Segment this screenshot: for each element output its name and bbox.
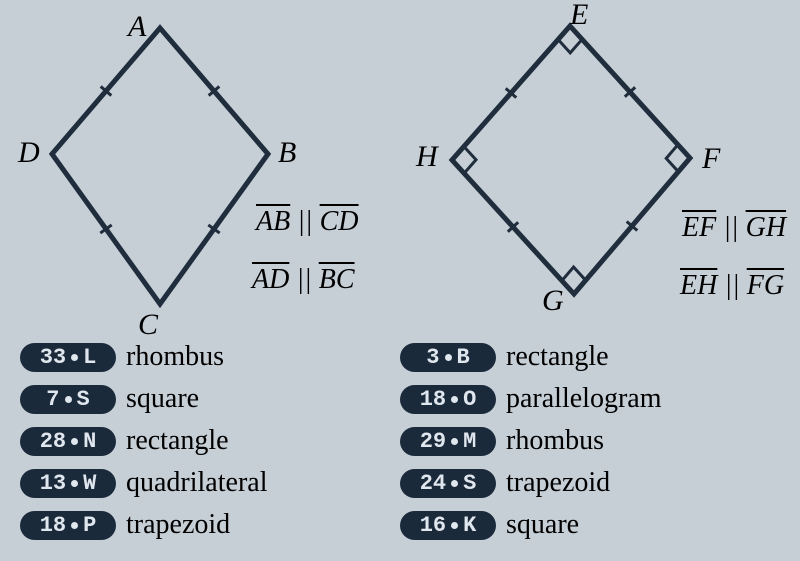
answer-code-pill: 16 K bbox=[400, 511, 496, 540]
answer-shape-label: rhombus bbox=[126, 341, 224, 373]
answer-shape-label: rectangle bbox=[126, 425, 229, 457]
answer-shape-label: trapezoid bbox=[126, 509, 230, 541]
answer-number: 29 bbox=[420, 429, 446, 454]
parallel-statement-2: AD || BC bbox=[252, 264, 355, 296]
dot-separator-icon bbox=[451, 438, 458, 445]
answer-letter: M bbox=[463, 429, 476, 454]
answer-code-pill: 18 O bbox=[400, 385, 496, 414]
answer-number: 3 bbox=[426, 345, 439, 370]
answer-option[interactable]: 18 Oparallelogram bbox=[400, 380, 661, 418]
right-answer-list: 3Brectangle18Oparallelogram29Mrhombus24S… bbox=[400, 338, 661, 548]
vertex-label-f: F bbox=[702, 142, 720, 176]
dot-separator-icon bbox=[71, 480, 78, 487]
answer-shape-label: trapezoid bbox=[506, 467, 610, 499]
answer-letter: W bbox=[83, 471, 96, 496]
left-answer-list: 33Lrhombus7Ssquare28Nrectangle13Wquadril… bbox=[20, 338, 267, 548]
parallel-statement-1: EF || GH bbox=[682, 212, 786, 244]
answer-shape-label: rhombus bbox=[506, 425, 604, 457]
vertex-label-h: H bbox=[416, 140, 438, 174]
answer-shape-label: quadrilateral bbox=[126, 467, 267, 499]
answer-number: 18 bbox=[420, 387, 446, 412]
dot-separator-icon bbox=[445, 354, 452, 361]
answer-option[interactable]: 18 Ptrapezoid bbox=[20, 506, 267, 544]
vertex-label-a: A bbox=[128, 10, 146, 44]
answer-option[interactable]: 13 Wquadrilateral bbox=[20, 464, 267, 502]
dot-separator-icon bbox=[451, 522, 458, 529]
vertex-label-e: E bbox=[570, 0, 588, 32]
answer-letter: P bbox=[83, 513, 96, 538]
answer-letter: O bbox=[463, 387, 476, 412]
dot-separator-icon bbox=[65, 396, 72, 403]
answer-option[interactable]: 24 Strapezoid bbox=[400, 464, 661, 502]
vertex-label-d: D bbox=[18, 136, 40, 170]
answer-code-pill: 7S bbox=[20, 385, 116, 414]
answer-shape-label: rectangle bbox=[506, 341, 609, 373]
dot-separator-icon bbox=[451, 396, 458, 403]
answer-option[interactable]: 7Ssquare bbox=[20, 380, 267, 418]
answer-letter: L bbox=[83, 345, 96, 370]
answer-option[interactable]: 29 Mrhombus bbox=[400, 422, 661, 460]
answer-code-pill: 33 L bbox=[20, 343, 116, 372]
answer-letter: S bbox=[463, 471, 476, 496]
answer-number: 28 bbox=[40, 429, 66, 454]
vertex-label-c: C bbox=[138, 308, 158, 342]
answer-option[interactable]: 3Brectangle bbox=[400, 338, 661, 376]
answer-number: 24 bbox=[420, 471, 446, 496]
parallel-statement-2: EH || FG bbox=[680, 270, 784, 302]
answer-number: 16 bbox=[420, 513, 446, 538]
answer-option[interactable]: 16 Ksquare bbox=[400, 506, 661, 544]
answer-number: 18 bbox=[40, 513, 66, 538]
dot-separator-icon bbox=[451, 480, 458, 487]
answer-code-pill: 28 N bbox=[20, 427, 116, 456]
answer-letter: B bbox=[457, 345, 470, 370]
answer-option[interactable]: 33 Lrhombus bbox=[20, 338, 267, 376]
answer-shape-label: parallelogram bbox=[506, 383, 661, 415]
vertex-label-g: G bbox=[542, 284, 564, 318]
answer-code-pill: 13 W bbox=[20, 469, 116, 498]
answer-shape-label: square bbox=[506, 509, 579, 541]
vertex-label-b: B bbox=[278, 136, 296, 170]
parallel-statement-1: AB || CD bbox=[256, 206, 359, 238]
dot-separator-icon bbox=[71, 522, 78, 529]
right-quadrilateral-diagram: EFGHEF || GHEH || FG bbox=[432, 22, 792, 342]
answer-letter: S bbox=[77, 387, 90, 412]
answer-number: 13 bbox=[40, 471, 66, 496]
answer-number: 7 bbox=[46, 387, 59, 412]
dot-separator-icon bbox=[71, 438, 78, 445]
answer-number: 33 bbox=[40, 345, 66, 370]
answer-code-pill: 3B bbox=[400, 343, 496, 372]
answer-code-pill: 18 P bbox=[20, 511, 116, 540]
answer-shape-label: square bbox=[126, 383, 199, 415]
answer-option[interactable]: 28 Nrectangle bbox=[20, 422, 267, 460]
answer-code-pill: 24 S bbox=[400, 469, 496, 498]
left-quadrilateral-diagram: ABDCAB || CDAD || BC bbox=[20, 16, 380, 336]
answer-letter: N bbox=[83, 429, 96, 454]
dot-separator-icon bbox=[71, 354, 78, 361]
answer-code-pill: 29 M bbox=[400, 427, 496, 456]
answer-letter: K bbox=[463, 513, 476, 538]
